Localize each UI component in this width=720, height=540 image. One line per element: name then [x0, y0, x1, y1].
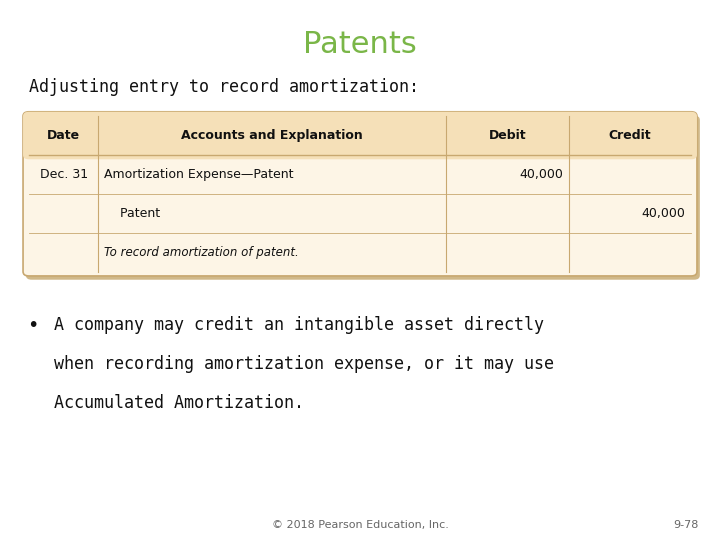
- Text: Dec. 31: Dec. 31: [40, 168, 88, 181]
- Text: Patents: Patents: [303, 30, 417, 59]
- Text: Date: Date: [47, 129, 80, 142]
- Text: •: •: [27, 316, 39, 335]
- Text: 40,000: 40,000: [642, 207, 685, 220]
- Text: © 2018 Pearson Education, Inc.: © 2018 Pearson Education, Inc.: [271, 520, 449, 530]
- FancyBboxPatch shape: [23, 112, 697, 159]
- Text: Patent: Patent: [104, 207, 161, 220]
- Text: Accounts and Explanation: Accounts and Explanation: [181, 129, 363, 142]
- Text: To record amortization of patent.: To record amortization of patent.: [104, 246, 299, 259]
- Bar: [29, 138, 691, 155]
- FancyBboxPatch shape: [23, 112, 697, 276]
- FancyBboxPatch shape: [26, 116, 700, 280]
- Text: A company may credit an intangible asset directly: A company may credit an intangible asset…: [54, 316, 544, 334]
- Text: 40,000: 40,000: [519, 168, 563, 181]
- Text: Adjusting entry to record amortization:: Adjusting entry to record amortization:: [29, 78, 419, 96]
- Text: 9-78: 9-78: [673, 520, 698, 530]
- Text: Amortization Expense—Patent: Amortization Expense—Patent: [104, 168, 294, 181]
- Text: Credit: Credit: [608, 129, 652, 142]
- Text: Debit: Debit: [489, 129, 526, 142]
- Text: when recording amortization expense, or it may use: when recording amortization expense, or …: [54, 355, 554, 373]
- Text: Accumulated Amortization.: Accumulated Amortization.: [54, 394, 304, 411]
